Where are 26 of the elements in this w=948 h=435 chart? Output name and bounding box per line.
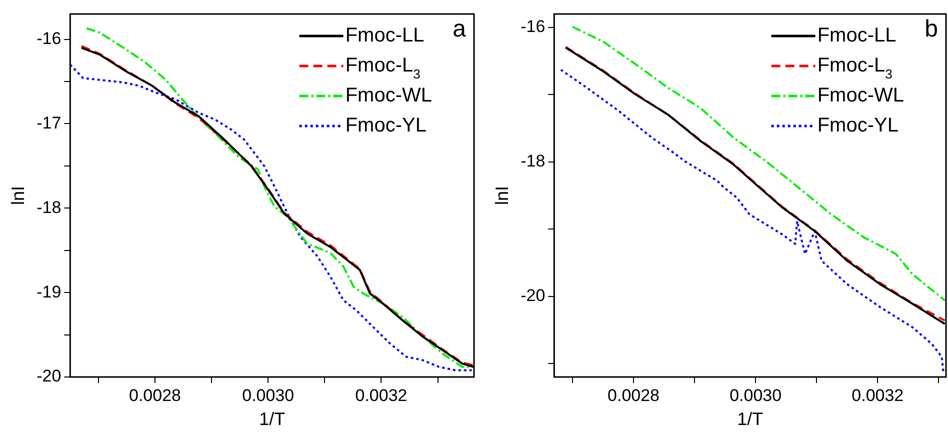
y-tick-label: -20: [520, 286, 546, 306]
x-tick-label: 0.0030: [730, 386, 782, 405]
chart-title: b: [924, 16, 938, 43]
y-axis-title: lnI: [8, 186, 28, 206]
y-tick-label: -19: [36, 282, 62, 302]
legend-label: Fmoc-LL: [817, 24, 896, 47]
legend-label: Fmoc-LL: [345, 24, 424, 47]
legend-label: Fmoc-WL: [817, 84, 904, 107]
y-tick-label: -17: [36, 113, 62, 132]
y-tick-label: -16: [520, 17, 546, 36]
x-axis-title: 1/T: [737, 409, 764, 430]
x-tick-label: 0.0030: [242, 386, 294, 405]
chart-title: a: [452, 16, 467, 43]
y-axis-title: lnI: [492, 186, 512, 206]
x-tick-label: 0.0028: [608, 386, 660, 405]
x-tick-label: 0.0032: [355, 386, 408, 405]
y-tick-label: -18: [36, 198, 62, 217]
x-tick-label: 0.0032: [852, 386, 904, 405]
x-tick-label: 0.0028: [129, 386, 182, 405]
legend-label: Fmoc-WL: [345, 84, 432, 107]
y-tick-label: -20: [36, 366, 62, 386]
y-tick-label: -18: [520, 152, 546, 171]
y-tick-label: -16: [36, 29, 62, 48]
legend-label: Fmoc-YL: [345, 114, 426, 137]
legend-label: Fmoc-YL: [817, 114, 898, 137]
x-axis-title: 1/T: [259, 409, 286, 430]
